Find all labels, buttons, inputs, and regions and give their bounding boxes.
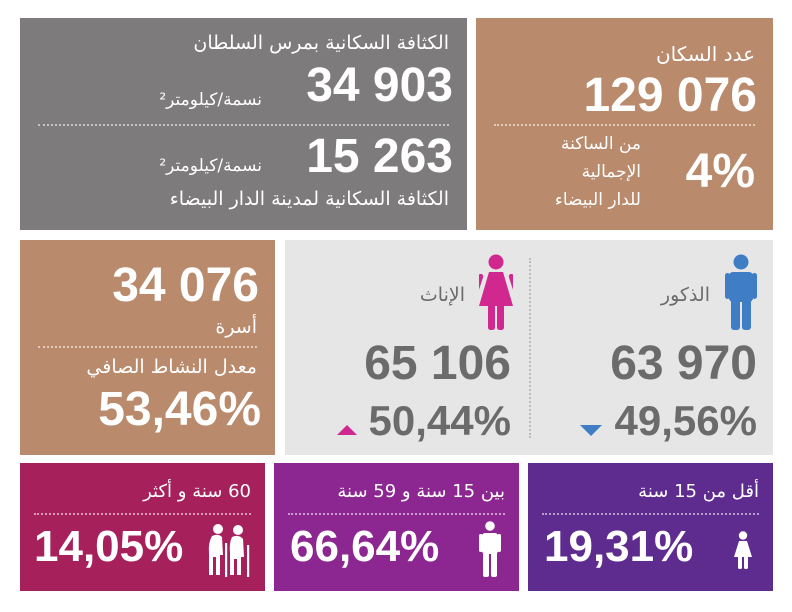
female-percent: 50,44% xyxy=(368,397,511,444)
city-density-value: 15 263 xyxy=(306,130,453,183)
gender-panel: الذكور 63 970 49,56% الإناث 65 106 50,44… xyxy=(285,240,773,455)
households-value: 34 076 xyxy=(112,259,259,312)
density-divider xyxy=(38,124,449,126)
working-age-panel: بين 15 سنة و 59 سنة 66,64% xyxy=(274,463,519,591)
population-share-value: 4% xyxy=(685,145,755,198)
households-divider xyxy=(38,346,257,348)
population-panel: عدد السكان 129 076 4% من الساكنة الإجمال… xyxy=(476,18,773,230)
working-age-value: 66,64% xyxy=(290,522,440,571)
local-density-title: الكثافة السكانية بمرس السلطان xyxy=(193,32,449,54)
seniors-panel: 60 سنة و أكثر 14,05% xyxy=(20,463,265,591)
youth-label: أقل من 15 سنة xyxy=(638,481,759,502)
population-divider xyxy=(494,124,755,126)
seniors-label: 60 سنة و أكثر xyxy=(143,481,251,502)
child-icon xyxy=(734,531,752,569)
gender-divider xyxy=(529,258,531,438)
male-label: الذكور xyxy=(660,284,710,306)
population-title: عدد السكان xyxy=(655,42,755,66)
youth-value: 19,31% xyxy=(544,522,694,571)
activity-rate-label: معدل النشاط الصافي xyxy=(86,356,257,378)
working-age-divider xyxy=(288,513,505,515)
male-count: 63 970 xyxy=(610,337,757,390)
city-density-title: الكثافة السكانية لمدينة الدار البيضاء xyxy=(169,188,449,210)
local-density-value: 34 903 xyxy=(306,59,453,112)
youth-divider xyxy=(542,513,759,515)
density-panel: الكثافة السكانية بمرس السلطان 34 903 نسم… xyxy=(20,18,467,230)
seniors-value: 14,05% xyxy=(34,522,184,571)
households-label: أسرة xyxy=(215,316,257,338)
population-share-line-3: للدار البيضاء xyxy=(554,190,641,210)
activity-rate-value: 53,46% xyxy=(98,383,261,436)
elderly-couple-icon xyxy=(208,524,250,577)
male-percent: 49,56% xyxy=(614,397,757,444)
population-value: 129 076 xyxy=(583,69,757,122)
triangle-down-icon xyxy=(580,425,602,436)
population-share-line-1: من الساكنة xyxy=(560,134,641,154)
female-count: 65 106 xyxy=(364,337,511,390)
city-density-unit: نسمة/كيلومتر² xyxy=(159,156,262,176)
youth-panel: أقل من 15 سنة 19,31% xyxy=(528,463,773,591)
female-person-icon xyxy=(479,254,513,330)
local-density-unit: نسمة/كيلومتر² xyxy=(159,90,262,110)
adult-icon xyxy=(479,521,501,577)
population-share-line-2: الإجمالية xyxy=(581,162,641,182)
female-label: الإناث xyxy=(419,284,465,306)
triangle-up-icon xyxy=(337,425,357,435)
working-age-label: بين 15 سنة و 59 سنة xyxy=(337,481,505,502)
seniors-divider xyxy=(34,513,251,515)
households-panel: 34 076 أسرة معدل النشاط الصافي 53,46% xyxy=(20,240,275,455)
male-person-icon xyxy=(725,254,757,330)
